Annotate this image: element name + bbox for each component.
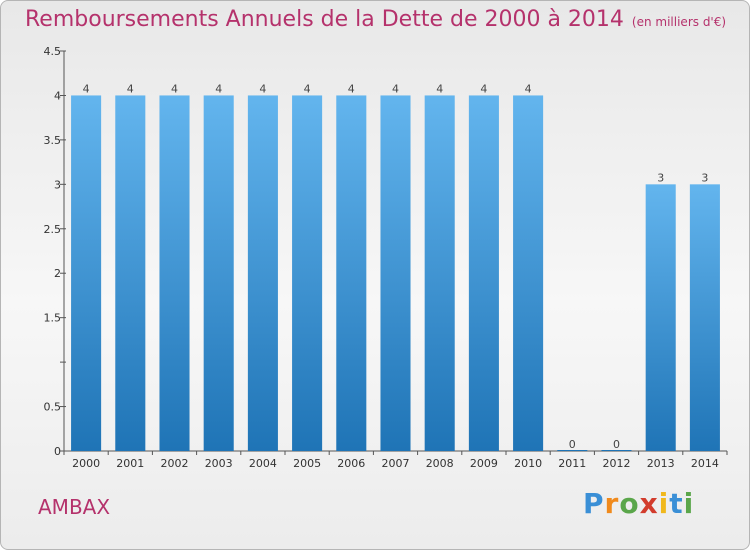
x-tick-label: 2014: [691, 457, 719, 470]
logo-letter: r: [604, 487, 620, 520]
data-label: 4: [480, 82, 487, 95]
data-label: 4: [83, 82, 90, 95]
y-tick-label: 1.5: [44, 312, 62, 325]
bar: [468, 95, 499, 451]
bar: [203, 95, 234, 451]
y-tick-label: 0: [54, 445, 61, 458]
bar: [601, 450, 632, 451]
bar: [159, 95, 190, 451]
bar: [689, 184, 720, 452]
bar: [115, 95, 146, 451]
x-tick-label: 2013: [647, 457, 675, 470]
x-tick-label: 2008: [426, 457, 454, 470]
bar: [292, 95, 323, 451]
data-label: 4: [392, 82, 399, 95]
data-label: 0: [569, 438, 576, 451]
bar: [336, 95, 367, 451]
logo-letter: i: [658, 487, 670, 520]
proxiti-logo: Proxiti: [583, 487, 694, 520]
y-tick-label: 0.5: [44, 401, 62, 414]
data-label: 3: [701, 171, 708, 184]
data-label: 4: [348, 82, 355, 95]
data-label: 4: [436, 82, 443, 95]
bar: [513, 95, 544, 451]
y-tick-label: 2: [54, 267, 61, 280]
y-tick-label: 2.5: [44, 223, 62, 236]
x-tick-label: 2011: [558, 457, 586, 470]
x-tick-label: 2001: [116, 457, 144, 470]
commune-name: AMBAX: [38, 495, 111, 519]
chart-unit-note: (en milliers d'€): [631, 15, 727, 29]
bar: [380, 95, 411, 451]
data-label: 4: [525, 82, 532, 95]
logo-letter: i: [683, 487, 695, 520]
x-tick-label: 2009: [470, 457, 498, 470]
bar: [71, 95, 102, 451]
y-tick-label: 4: [54, 89, 61, 102]
x-tick-label: 2004: [249, 457, 277, 470]
x-tick-label: 2003: [205, 457, 233, 470]
logo-letter: P: [583, 487, 605, 520]
x-tick-label: 2006: [337, 457, 365, 470]
chart-title-text: Remboursements Annuels de la Dette de 20…: [25, 7, 624, 32]
logo-letter: x: [639, 487, 659, 520]
y-tick-label: 3.5: [44, 134, 62, 147]
bar: [247, 95, 278, 451]
y-tick-label: 4.5: [44, 45, 62, 58]
data-label: 4: [304, 82, 311, 95]
data-label: 4: [215, 82, 222, 95]
data-label: 4: [171, 82, 178, 95]
x-tick-label: 2007: [382, 457, 410, 470]
data-label: 3: [657, 171, 664, 184]
x-tick-label: 2005: [293, 457, 321, 470]
chart-title: Remboursements Annuels de la Dette de 20…: [25, 7, 726, 32]
x-tick-label: 2000: [72, 457, 100, 470]
x-tick-label: 2012: [603, 457, 631, 470]
bar: [557, 450, 588, 451]
x-tick-label: 2010: [514, 457, 542, 470]
bar: [645, 184, 676, 452]
logo-letter: t: [669, 487, 684, 520]
y-tick-label: 3: [54, 178, 61, 191]
x-tick-label: 2002: [161, 457, 189, 470]
logo-letter: o: [619, 487, 640, 520]
bar: [424, 95, 455, 451]
data-label: 4: [127, 82, 134, 95]
data-label: 0: [613, 438, 620, 451]
data-label: 4: [259, 82, 266, 95]
